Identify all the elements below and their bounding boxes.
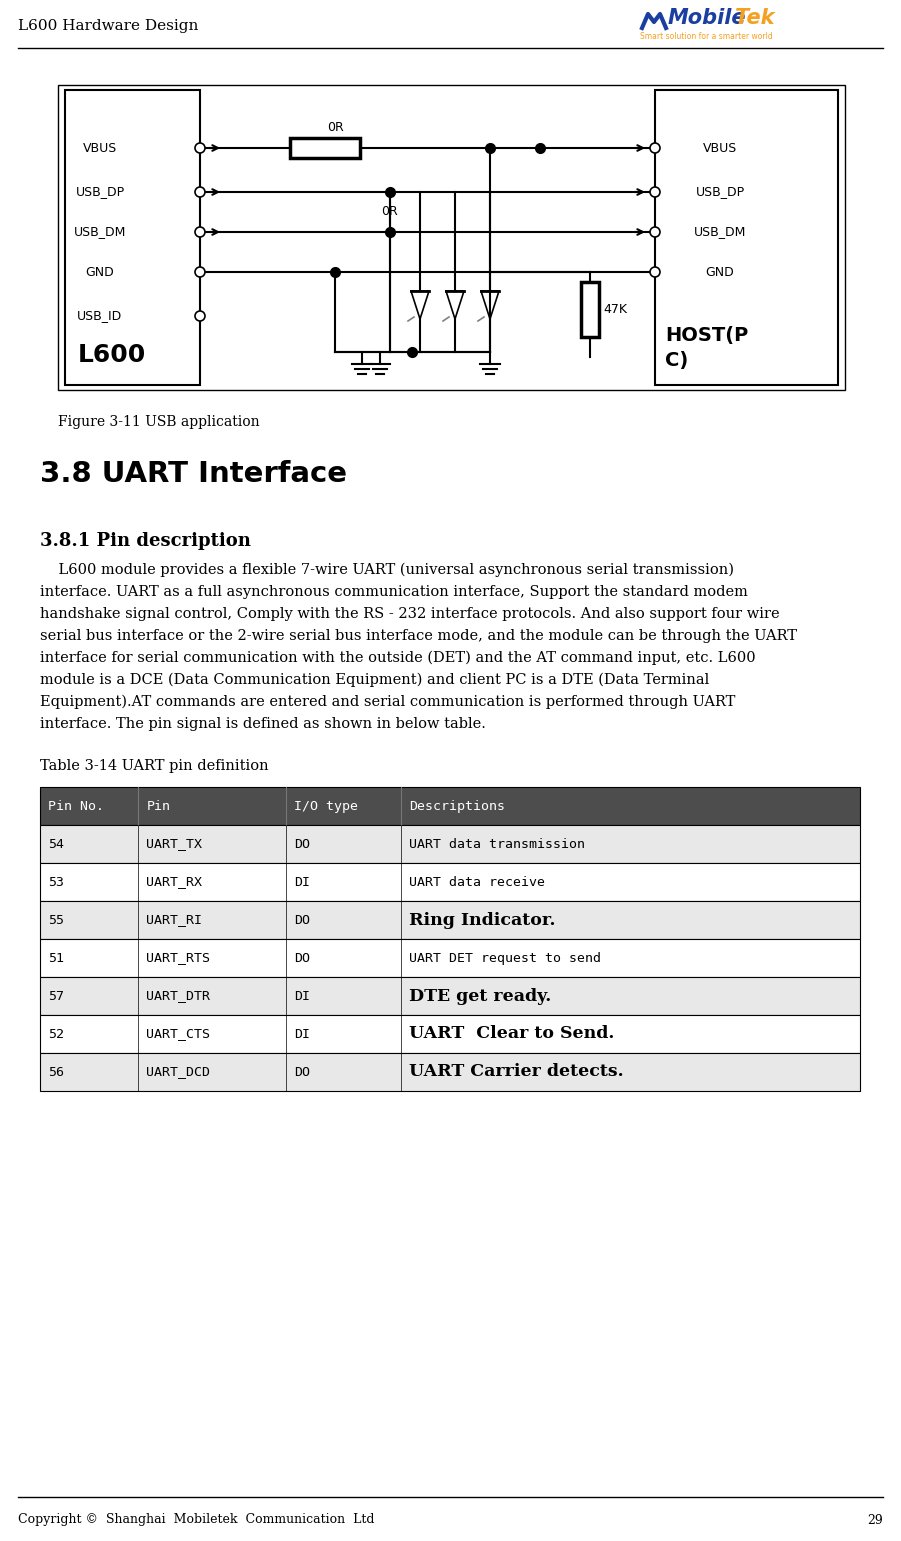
Text: VBUS: VBUS — [83, 142, 117, 154]
Text: I/O type: I/O type — [294, 800, 358, 812]
Text: DI: DI — [294, 1028, 310, 1040]
Bar — [40, 787, 860, 824]
Bar — [40, 863, 860, 901]
Text: DO: DO — [294, 914, 310, 926]
Circle shape — [195, 186, 205, 197]
Text: 56: 56 — [48, 1065, 64, 1079]
Text: 52: 52 — [48, 1028, 64, 1040]
Circle shape — [650, 267, 660, 277]
Text: GND: GND — [705, 265, 734, 279]
Text: 51: 51 — [48, 951, 64, 965]
Text: interface for serial communication with the outside (DET) and the AT command inp: interface for serial communication with … — [40, 650, 756, 666]
Text: HOST(P: HOST(P — [665, 325, 748, 345]
Bar — [58, 85, 845, 390]
Text: UART_CTS: UART_CTS — [146, 1028, 211, 1040]
Text: DTE get ready.: DTE get ready. — [409, 988, 551, 1005]
Text: DI: DI — [294, 989, 310, 1003]
Bar — [40, 1016, 860, 1053]
Text: Table 3-14 UART pin definition: Table 3-14 UART pin definition — [40, 760, 268, 774]
Text: Copyright ©  Shanghai  Mobiletek  Communication  Ltd: Copyright © Shanghai Mobiletek Communica… — [18, 1513, 375, 1527]
Text: USB_ID: USB_ID — [77, 310, 123, 322]
Bar — [40, 977, 860, 1016]
Text: Ring Indicator.: Ring Indicator. — [409, 911, 555, 929]
Text: 54: 54 — [48, 837, 64, 851]
Text: DO: DO — [294, 951, 310, 965]
Bar — [290, 139, 360, 159]
Text: L600 module provides a flexible 7-wire UART (universal asynchronous serial trans: L600 module provides a flexible 7-wire U… — [40, 562, 734, 578]
Text: Pin: Pin — [146, 800, 170, 812]
Text: interface. The pin signal is defined as shown in below table.: interface. The pin signal is defined as … — [40, 717, 486, 730]
Text: Descriptions: Descriptions — [409, 800, 505, 812]
Circle shape — [650, 186, 660, 197]
Text: VBUS: VBUS — [703, 142, 737, 154]
Text: module is a DCE (Data Communication Equipment) and client PC is a DTE (Data Term: module is a DCE (Data Communication Equi… — [40, 673, 709, 687]
Text: UART data receive: UART data receive — [409, 875, 545, 889]
Text: 0R: 0R — [327, 122, 343, 134]
Bar — [40, 1053, 860, 1091]
Bar — [65, 89, 200, 385]
Text: UART DET request to send: UART DET request to send — [409, 951, 601, 965]
Text: interface. UART as a full asynchronous communication interface, Support the stan: interface. UART as a full asynchronous c… — [40, 586, 748, 599]
Circle shape — [195, 143, 205, 153]
Circle shape — [195, 311, 205, 321]
Text: UART_DCD: UART_DCD — [146, 1065, 211, 1079]
Circle shape — [195, 267, 205, 277]
Bar — [655, 89, 838, 385]
Text: Mobile: Mobile — [668, 8, 747, 28]
Text: Smart solution for a smarter world: Smart solution for a smarter world — [640, 32, 773, 42]
Text: handshake signal control, Comply with the RS - 232 interface protocols. And also: handshake signal control, Comply with th… — [40, 607, 779, 621]
Text: C): C) — [665, 350, 688, 370]
Text: L600 Hardware Design: L600 Hardware Design — [18, 18, 198, 32]
Text: 3.8.1 Pin description: 3.8.1 Pin description — [40, 532, 250, 550]
Text: Equipment).AT commands are entered and serial communication is performed through: Equipment).AT commands are entered and s… — [40, 695, 735, 709]
Text: UART Carrier detects.: UART Carrier detects. — [409, 1063, 623, 1080]
Text: 57: 57 — [48, 989, 64, 1003]
Bar — [40, 901, 860, 938]
Circle shape — [195, 227, 205, 237]
Text: UART_TX: UART_TX — [146, 837, 203, 851]
Text: UART_DTR: UART_DTR — [146, 989, 211, 1003]
Text: Tek: Tek — [735, 8, 775, 28]
Circle shape — [650, 227, 660, 237]
Circle shape — [650, 143, 660, 153]
Bar — [40, 787, 860, 824]
Bar — [40, 938, 860, 977]
Text: 3.8 UART Interface: 3.8 UART Interface — [40, 461, 347, 488]
Text: USB_DP: USB_DP — [696, 185, 744, 199]
Text: 53: 53 — [48, 875, 64, 889]
Text: DO: DO — [294, 837, 310, 851]
Text: USB_DM: USB_DM — [694, 225, 746, 239]
Text: Figure 3-11 USB application: Figure 3-11 USB application — [58, 415, 259, 428]
Text: UART_RI: UART_RI — [146, 914, 203, 926]
Text: UART data transmission: UART data transmission — [409, 837, 585, 851]
Text: 0R: 0R — [382, 205, 398, 217]
Text: GND: GND — [86, 265, 114, 279]
Text: DI: DI — [294, 875, 310, 889]
Text: Pin No.: Pin No. — [48, 800, 104, 812]
Text: UART_RTS: UART_RTS — [146, 951, 211, 965]
Text: USB_DP: USB_DP — [76, 185, 124, 199]
Text: UART  Clear to Send.: UART Clear to Send. — [409, 1025, 614, 1043]
Text: serial bus interface or the 2-wire serial bus interface mode, and the module can: serial bus interface or the 2-wire seria… — [40, 629, 797, 643]
Bar — [581, 282, 599, 337]
Text: 29: 29 — [868, 1513, 883, 1527]
Text: L600: L600 — [78, 344, 146, 367]
Text: DO: DO — [294, 1065, 310, 1079]
Text: UART_RX: UART_RX — [146, 875, 203, 889]
Text: 55: 55 — [48, 914, 64, 926]
Bar — [40, 824, 860, 863]
Text: USB_DM: USB_DM — [74, 225, 126, 239]
Text: 47K: 47K — [603, 302, 627, 316]
